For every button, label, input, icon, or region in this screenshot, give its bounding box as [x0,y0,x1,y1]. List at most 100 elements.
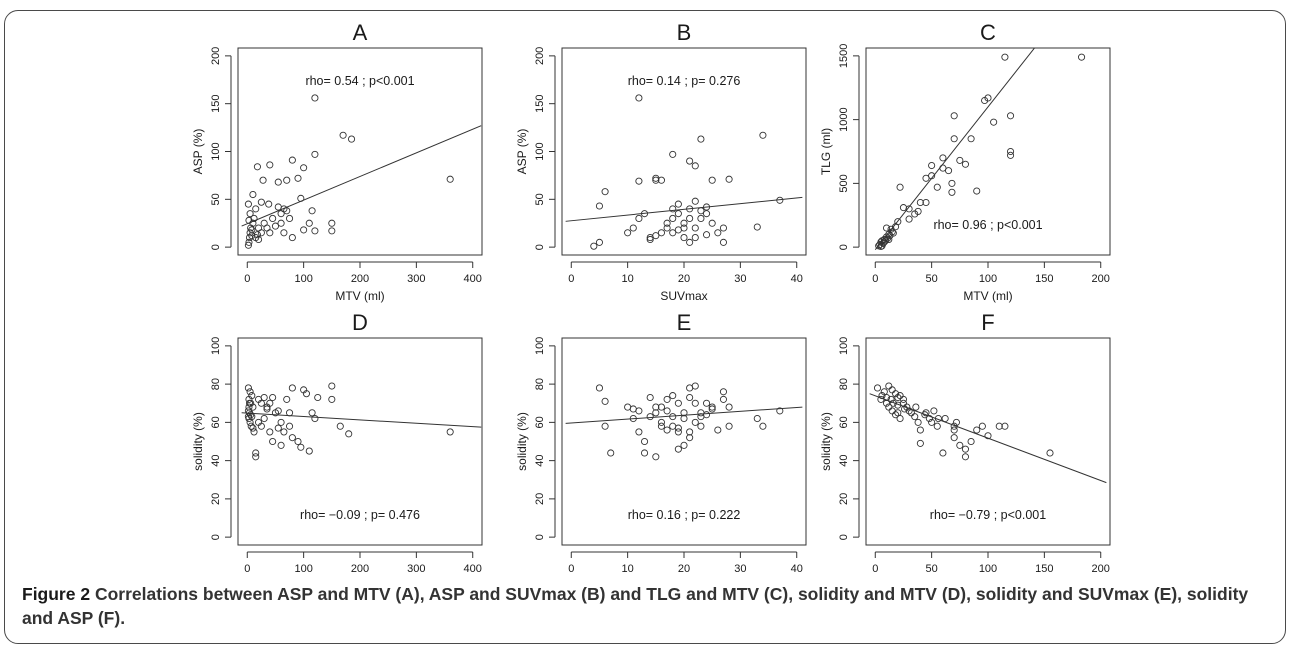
panel-b-x-tick-label: 10 [622,273,634,285]
panel-f-data-point [888,386,896,394]
panel-d-data-point [308,409,316,417]
panel-e-data-point [680,409,688,417]
panel-b-y-tick-label: 50 [534,193,546,205]
panel-f-plot-box [865,337,1111,546]
panel-e-data-point [657,403,666,411]
panel-c-data-point [1006,151,1015,159]
panel-a-data-point [288,234,296,242]
panel-a-data-point [274,178,282,186]
panel-c-data-point [928,172,936,180]
panel-b-data-point [590,242,598,250]
panel-a-x-tick-label: 0 [244,273,250,285]
panel-e-data-point [753,414,761,423]
panel-d-y-tick-label: 20 [210,493,222,505]
panel-c-data-point [944,167,953,175]
panel-e-data-point [663,426,671,434]
panel-b-data-point [691,224,699,232]
panel-d-data-point [285,409,294,417]
figure-caption: Figure 2 Correlations between ASP and MT… [22,582,1252,630]
panel-b-data-point [725,175,733,183]
panel-a-data-point [311,227,319,235]
caption-label: Figure 2 [22,584,91,604]
panel-c-data-point [950,135,958,143]
panel-a-x-tick-label: 200 [351,273,369,285]
panel-e-data-point [680,414,688,423]
panel-b-data-point [635,214,643,222]
panel-d-x-axis-label: MTV (ml) [335,579,384,580]
panel-d-data-point [244,384,252,392]
panel-e-data-point [691,399,699,407]
panel-e-data-point [635,428,643,436]
panel-d-data-point [263,405,271,413]
panel-b-data-point [719,224,728,232]
panel-a-data-point [257,198,265,206]
panel-f-data-point [941,414,949,423]
panel-d-data-point [328,395,336,403]
panel-c-data-point [961,160,970,168]
panel-f-data-point [1046,449,1054,457]
panel-f-data-point [921,411,929,419]
panel-d-annotation: rho= −0.09 ; p= 0.476 [300,508,420,522]
panel-a-data-point [249,219,257,227]
panel-b-data-point [691,234,699,242]
panel-b-data-point [697,207,705,215]
panel-a-y-axis-label: ASP (%) [191,129,205,175]
panel-a-data-point [285,214,294,222]
panel-f-data-point [907,409,915,417]
panel-d-data-point [288,434,296,442]
panel-d-data-point [245,395,253,403]
panel-b-data-point [708,176,716,184]
panel-d-x-tick-label: 400 [464,563,482,575]
panel-a-data-point [254,235,263,244]
panel-b-data-point [686,214,694,222]
panel-b-y-axis-label: ASP (%) [515,129,529,175]
panel-d-x-tick-label: 100 [294,563,312,575]
panel-d-data-point [257,399,265,407]
panel-b-data-point [635,177,643,185]
panel-d-data-point [314,393,322,402]
panel-e-data-point [652,403,660,411]
panel-c-y-axis-label: TLG (ml) [819,128,833,175]
panel-a-data-point [328,227,336,235]
panel-b-data-point [680,234,688,242]
panel-b-data-point [702,203,711,211]
panel-d-x-tick-label: 0 [244,563,250,575]
panel-c-annotation: rho= 0.96 ; p<0.001 [933,218,1042,232]
panel-b-data-point [669,229,677,237]
panel-a-fit-line [241,125,482,227]
panel-e-x-axis-label: SUVmax [660,579,707,580]
panel-a-x-tick-label: 100 [294,273,312,285]
panel-a-y-tick-label: 200 [210,47,222,65]
panel-a-data-point [249,190,257,199]
panel-f: F 0 50 100 150 200 ASP(%) 0 20 40 60 80 100 solidity … [819,310,1111,580]
panel-e-data-point [725,422,733,430]
panel-f-x-tick-label: 0 [872,563,878,575]
panel-b-data-point [663,224,671,232]
panel-e-y-tick-label: 20 [534,493,546,505]
panel-d-title: D [352,310,368,335]
panel-d-data-point [283,395,291,403]
panel-b-y-tick-label: 200 [534,47,546,65]
panel-e-data-point [607,449,615,457]
panel-d-fit-line [241,412,482,428]
panel-c-data-point [948,188,956,196]
panel-d-data-point [297,443,305,451]
panel-a-data-point [308,207,316,215]
panel-b-data-point [652,176,660,184]
panel-c-data-point [928,161,936,170]
panel-b-data-point [635,94,643,102]
panel-b-title: B [677,20,692,45]
panel-f-data-point [896,414,904,423]
panel-e-data-point [669,413,677,421]
panel-a-data-point [250,214,258,222]
panel-a-data-point [244,241,252,249]
panel-c-data-point [885,235,893,244]
panel-e-data-point [657,418,666,426]
panel-e-data-point [691,418,699,426]
panel-b-data-point [601,188,609,196]
panel-f-data-point [967,437,975,446]
panel-a-x-tick-label: 400 [464,273,482,285]
panel-c-data-point [973,187,981,195]
panel-f-data-point [950,434,958,442]
panel-a-data-point [277,210,285,218]
